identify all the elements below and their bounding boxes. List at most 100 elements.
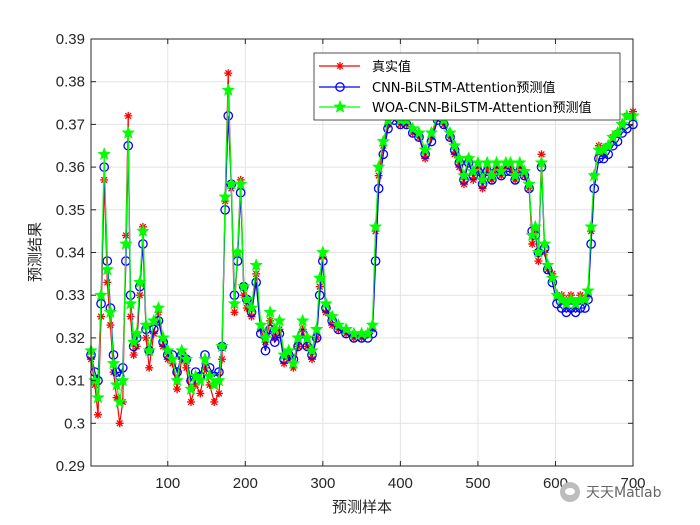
point-marker-asterisk	[173, 385, 182, 394]
point-marker-asterisk	[224, 69, 233, 78]
point-marker-asterisk	[534, 257, 543, 266]
x-tick-label: 500	[465, 475, 490, 492]
point-marker-star	[253, 317, 268, 331]
point-marker-star	[263, 305, 277, 319]
y-tick-label: 0.38	[56, 74, 85, 91]
point-marker-star	[540, 258, 555, 272]
point-marker-star	[97, 147, 112, 161]
point-marker-circle	[586, 239, 596, 249]
point-marker-asterisk	[142, 333, 151, 342]
point-marker-star	[156, 330, 170, 344]
point-marker-circle	[575, 303, 586, 313]
point-marker-asterisk	[210, 397, 219, 406]
point-marker-star	[165, 352, 180, 366]
x-tick-label: 400	[388, 475, 413, 492]
point-marker-star	[258, 330, 273, 344]
y-tick-label: 0.3	[64, 415, 85, 432]
point-marker-star	[418, 142, 433, 156]
x-tick-label: 300	[310, 475, 335, 492]
point-marker-star	[233, 176, 248, 191]
legend-label-woa: WOA-CNN-BiLSTM-Attention预测值	[372, 100, 592, 116]
point-marker-star	[331, 317, 346, 331]
point-marker-asterisk	[93, 410, 102, 419]
point-marker-circle	[311, 333, 322, 343]
point-marker-star	[300, 330, 315, 344]
point-marker-circle	[335, 82, 345, 92]
point-marker-star	[615, 117, 630, 131]
point-marker-star	[305, 343, 319, 357]
x-tick-label: 700	[620, 475, 645, 492]
legend-entry-cnn: CNN-BiLSTM-Attention预测值	[319, 80, 555, 96]
watermark-text: 天天Matlab	[586, 485, 662, 501]
series-layer	[84, 69, 640, 428]
x-tick-label: 100	[155, 475, 180, 492]
legend-marker-asterisk	[336, 62, 344, 70]
point-marker-star	[286, 356, 301, 370]
point-marker-star	[466, 164, 481, 178]
legend-box	[313, 52, 621, 121]
point-marker-star	[457, 168, 471, 182]
point-marker-star	[412, 125, 426, 139]
point-marker-circle	[314, 290, 325, 301]
y-tick-label: 0.39	[56, 31, 85, 48]
point-marker-star	[522, 176, 536, 191]
point-marker-star	[132, 275, 147, 289]
point-marker-star	[88, 373, 102, 387]
point-marker-star	[360, 326, 375, 340]
point-marker-star	[376, 134, 391, 148]
point-marker-asterisk	[218, 355, 227, 364]
point-marker-asterisk	[145, 363, 154, 372]
point-marker-star	[309, 322, 324, 336]
point-marker-star	[508, 168, 522, 182]
point-marker-star	[193, 373, 208, 387]
point-marker-star	[103, 305, 118, 319]
point-marker-star	[244, 300, 259, 314]
point-marker-star	[272, 313, 287, 327]
point-marker-star	[443, 125, 457, 139]
point-marker-circle	[378, 149, 389, 160]
point-marker-star	[142, 343, 157, 357]
legend-label-true: 真实值	[372, 59, 411, 75]
point-marker-star	[424, 125, 439, 139]
point-marker-star	[534, 155, 549, 169]
point-marker-star	[218, 189, 232, 203]
point-marker-asterisk	[230, 308, 239, 317]
point-marker-star	[198, 352, 212, 366]
point-marker-circle	[251, 277, 262, 288]
legend-entry-woa: WOA-CNN-BiLSTM-Attention预测值	[319, 99, 592, 116]
point-marker-star	[537, 236, 552, 250]
point-marker-star	[202, 369, 217, 383]
point-marker-star	[146, 313, 161, 327]
y-tick-label: 0.33	[56, 287, 85, 304]
x-axis-label: 预测样本	[332, 498, 392, 516]
point-marker-star	[236, 279, 251, 293]
y-tick-label: 0.37	[56, 116, 85, 133]
point-marker-star	[94, 287, 108, 302]
point-marker-star	[121, 125, 136, 139]
point-marker-asterisk	[129, 350, 138, 359]
point-marker-star	[123, 296, 138, 310]
point-marker-star	[578, 292, 592, 306]
legend: 真实值 CNN-BiLSTM-Attention预测值 WOA-CNN-BiLS…	[313, 52, 621, 121]
point-marker-star	[475, 172, 490, 186]
point-marker-star	[545, 270, 560, 284]
legend-label-cnn: CNN-BiLSTM-Attention预测值	[372, 80, 555, 96]
point-marker-asterisk	[124, 111, 133, 120]
point-marker-star	[136, 223, 150, 237]
point-marker-asterisk	[528, 239, 537, 248]
point-marker-asterisk	[126, 312, 135, 321]
point-marker-star	[179, 352, 194, 366]
point-marker-star	[512, 155, 527, 169]
point-marker-circle	[612, 136, 623, 147]
point-marker-star	[126, 334, 141, 349]
point-marker-star	[581, 283, 595, 297]
point-marker-star	[319, 296, 333, 310]
point-marker-circle	[373, 183, 384, 194]
point-marker-star	[325, 309, 340, 323]
point-marker-circle	[223, 111, 234, 121]
y-axis-label: 预测结果	[26, 222, 44, 282]
point-marker-circle	[383, 123, 393, 134]
series-2	[84, 83, 640, 408]
y-tick-label: 0.29	[56, 458, 85, 475]
